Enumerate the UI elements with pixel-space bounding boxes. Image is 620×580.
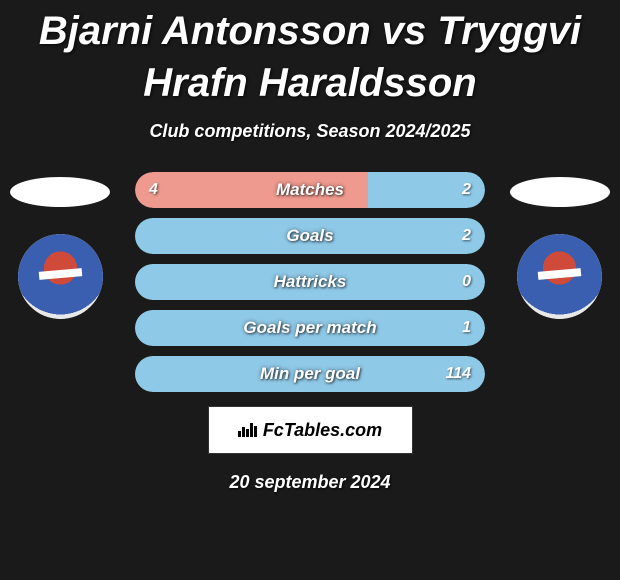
footer-brand-badge: FcTables.com <box>208 406 413 454</box>
stat-value-right: 1 <box>462 310 471 346</box>
shield-icon <box>517 234 602 319</box>
stat-label: Matches <box>135 172 485 208</box>
stat-row: Matches4 2 <box>135 172 485 208</box>
stat-rows-container: Matches42Goals2Hattricks0Goals per match… <box>135 172 485 392</box>
stat-row: Goals2 <box>135 218 485 254</box>
club-badge-left <box>18 234 103 319</box>
stat-value-left: 4 <box>149 172 158 208</box>
stats-area: Matches42Goals2Hattricks0Goals per match… <box>0 172 620 392</box>
stat-value-right: 114 <box>445 356 471 392</box>
stat-value-right: 2 <box>462 172 471 208</box>
bar-chart-icon <box>238 423 257 437</box>
stat-value-right: 2 <box>462 218 471 254</box>
footer-date: 20 september 2024 <box>0 472 620 493</box>
stat-label: Min per goal <box>135 356 485 392</box>
stat-row: Hattricks0 <box>135 264 485 300</box>
shield-icon <box>18 234 103 319</box>
comparison-subtitle: Club competitions, Season 2024/2025 <box>0 121 620 142</box>
stat-row: Goals per match1 <box>135 310 485 346</box>
player-photo-left <box>10 177 110 207</box>
footer-brand-text: FcTables.com <box>263 420 382 441</box>
player-photo-right <box>510 177 610 207</box>
stat-label: Goals <box>135 218 485 254</box>
stat-value-right: 0 <box>462 264 471 300</box>
stat-label: Hattricks <box>135 264 485 300</box>
stat-row: Min per goal114 <box>135 356 485 392</box>
stat-label: Goals per match <box>135 310 485 346</box>
comparison-title: Bjarni Antonsson vs Tryggvi Hrafn Harald… <box>0 0 620 109</box>
club-badge-right <box>517 234 602 319</box>
